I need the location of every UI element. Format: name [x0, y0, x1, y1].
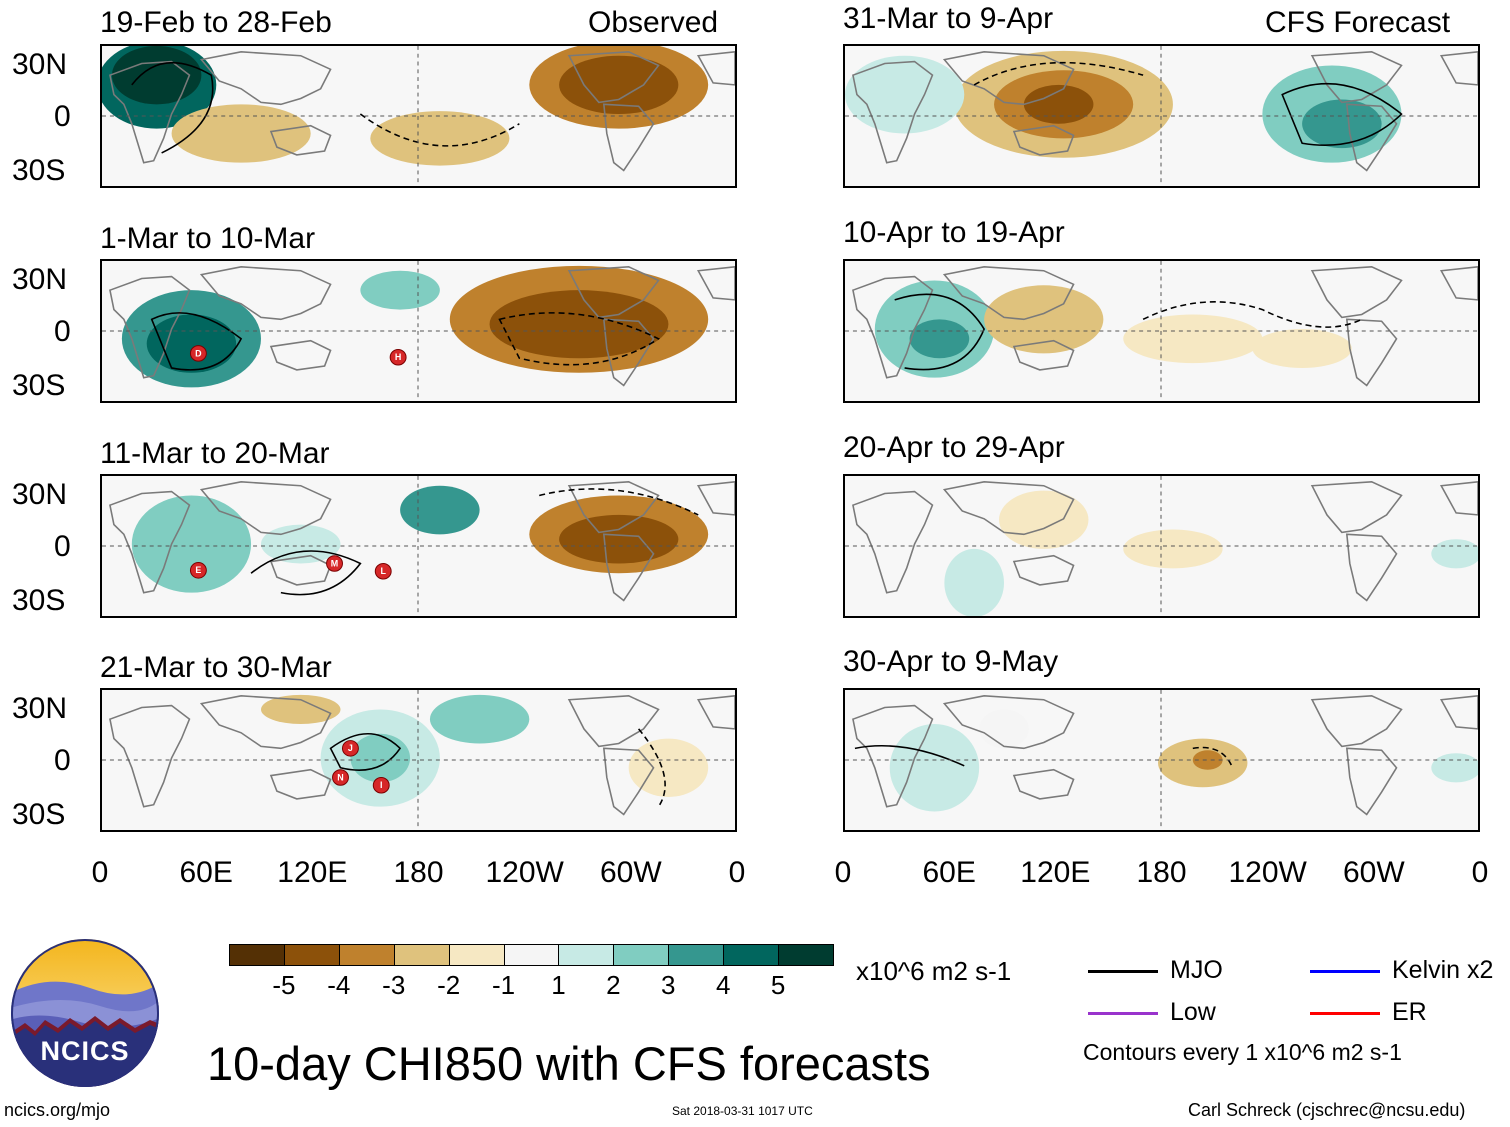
colorbar-label: -3 [382, 970, 406, 1000]
main-title: 10-day CHI850 with CFS forecasts [207, 1037, 931, 1090]
panel-title-obs-4: 21-Mar to 30-Mar [100, 651, 332, 684]
lon-label: 120W [1228, 856, 1307, 889]
storm-marker: E [189, 562, 207, 579]
svg-text:H: H [395, 352, 401, 362]
lon-label: 60E [179, 856, 233, 889]
colorbar-swatch [229, 944, 285, 966]
colorbar-swatch [558, 944, 615, 966]
legend-low-line [1088, 1012, 1158, 1015]
colorbar-swatch [393, 944, 450, 966]
colorbar-label: 1 [551, 970, 566, 1000]
panel-title-obs-2: 1-Mar to 10-Mar [100, 222, 316, 255]
lat-label: 30S [12, 369, 66, 402]
colorbar-swatch [338, 944, 395, 966]
logo-text: NCICS [40, 1036, 130, 1066]
colorbar-label: -5 [272, 970, 296, 1000]
panel-title-fc-3: 20-Apr to 29-Apr [843, 431, 1065, 464]
colorbar-swatch [723, 944, 780, 966]
colorbar-label: -1 [491, 970, 516, 1000]
svg-text:L: L [380, 566, 386, 576]
svg-text:D: D [195, 348, 201, 358]
panel-title-fc-2: 10-Apr to 19-Apr [843, 216, 1065, 249]
colorbar-label: 3 [661, 970, 676, 1000]
contours-note: Contours every 1 x10^6 m2 s-1 [1083, 1039, 1402, 1065]
lat-label: 0 [54, 744, 71, 777]
colorbar-swatch [668, 944, 725, 966]
colorbar-units: x10^6 m2 s-1 [856, 956, 1012, 986]
panel-title-obs-1: 19-Feb to 28-Feb [100, 6, 332, 39]
colorbar-swatch [778, 944, 834, 966]
svg-text:E: E [195, 565, 201, 575]
colorbar-swatch [503, 944, 560, 966]
lon-label: 180 [393, 856, 444, 889]
ncics-logo: NCICS [10, 938, 160, 1088]
lon-label: 120E [1020, 856, 1091, 889]
footer-url: ncics.org/mjo [4, 1100, 111, 1120]
legend-kelvin-label: Kelvin x2 [1392, 956, 1494, 984]
map-observed-1 [100, 44, 737, 188]
colorbar-label: -4 [327, 970, 351, 1000]
cfs-forecast-header: CFS Forecast [1265, 6, 1451, 39]
legend-mjo-line [1088, 970, 1158, 973]
colorbar-label: 4 [715, 970, 731, 1000]
colorbar-swatch [448, 944, 505, 966]
lon-label: 0 [728, 856, 746, 889]
colorbar-swatch [613, 944, 670, 966]
storm-marker: N [332, 769, 349, 786]
lon-label: 60W [599, 856, 662, 889]
lon-label: 60W [1342, 856, 1405, 889]
lat-label: 30N [12, 263, 68, 296]
map-forecast-3 [843, 474, 1480, 618]
svg-text:N: N [337, 773, 343, 783]
colorbar-swatch [283, 944, 340, 966]
legend-low-label: Low [1170, 998, 1216, 1026]
lon-label: 180 [1136, 856, 1187, 889]
lon-label: 120W [485, 856, 564, 889]
footer-author: Carl Schreck (cjschrec@ncsu.edu) [1188, 1100, 1466, 1120]
lon-label: 120E [277, 856, 348, 889]
lat-label: 30N [12, 478, 68, 511]
map-forecast-1 [843, 44, 1480, 188]
lat-label: 0 [54, 530, 71, 563]
svg-text:I: I [380, 780, 382, 790]
lat-label: 30N [12, 692, 68, 725]
storm-marker: H [389, 348, 407, 366]
map-forecast-4 [843, 688, 1480, 832]
panel-title-obs-3: 11-Mar to 20-Mar [100, 437, 330, 470]
svg-text:J: J [348, 743, 353, 753]
lat-label: 0 [54, 100, 71, 133]
legend-mjo-label: MJO [1170, 956, 1223, 984]
legend-er-line [1310, 1012, 1380, 1015]
lat-label: 30N [12, 48, 68, 81]
lat-label: 30S [12, 584, 66, 617]
observed-header: Observed [588, 6, 719, 39]
footer-timestamp: Sat 2018-03-31 1017 UTC [672, 1104, 813, 1118]
lon-label: 0 [834, 856, 852, 889]
lat-label: 30S [12, 154, 66, 187]
storm-marker: M [326, 555, 343, 572]
map-observed-4: J N I [100, 688, 737, 832]
lat-label: 0 [54, 315, 71, 348]
colorbar-label: 5 [770, 970, 786, 1000]
storm-marker: I [372, 777, 390, 794]
colorbar-label: -2 [437, 970, 461, 1000]
svg-text:M: M [331, 559, 338, 569]
storm-marker: L [374, 563, 392, 580]
lon-label: 0 [91, 856, 109, 889]
panel-title-fc-4: 30-Apr to 9-May [843, 645, 1059, 678]
storm-marker: D [189, 345, 207, 362]
lat-label: 30S [12, 798, 66, 831]
map-forecast-2 [843, 259, 1480, 403]
legend-er-label: ER [1392, 998, 1427, 1026]
lon-label: 0 [1471, 856, 1489, 889]
legend-kelvin-line [1310, 970, 1380, 973]
colorbar-label: 2 [606, 970, 621, 1000]
lon-label: 60E [922, 856, 976, 889]
panel-title-fc-1: 31-Mar to 9-Apr [843, 2, 1054, 35]
storm-marker: J [341, 740, 359, 757]
